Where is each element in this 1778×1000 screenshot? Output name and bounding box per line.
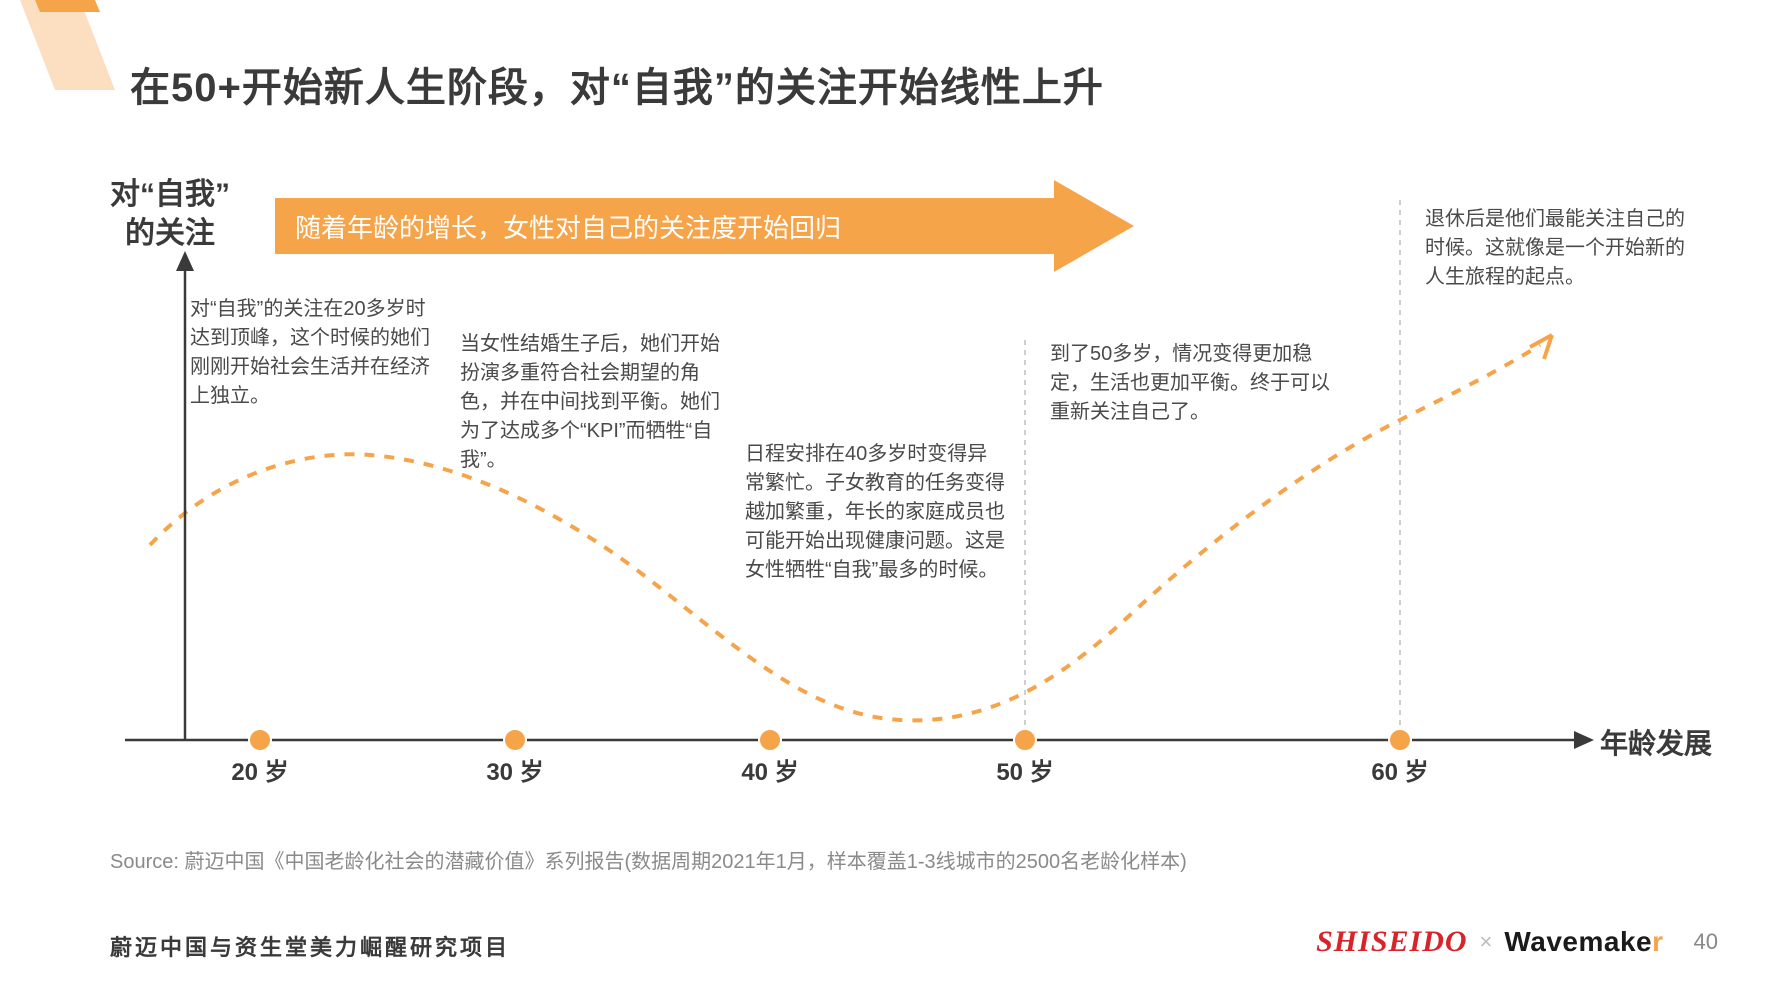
- tick-label: 60 岁: [1371, 758, 1428, 786]
- corner-accent: [0, 0, 120, 90]
- annotation-a40: 日程安排在40多岁时变得异常繁忙。子女教育的任务变得越加繁重，年长的家庭成员也可…: [745, 440, 1005, 585]
- brand-separator: ×: [1480, 929, 1493, 955]
- y-axis-arrow: [176, 251, 194, 271]
- guide-lines: [1025, 200, 1400, 740]
- curve-arrowhead: [1530, 335, 1552, 359]
- tick-label: 50 岁: [996, 758, 1053, 786]
- tick-dot: [759, 729, 781, 751]
- banner-arrowhead: [1054, 180, 1134, 272]
- y-axis-label-line2: 的关注: [110, 214, 230, 253]
- tick-dot: [249, 729, 271, 751]
- tick-label: 30 岁: [486, 758, 543, 786]
- annotation-a60: 退休后是他们最能关注自己的时候。这就像是一个开始新的人生旅程的起点。: [1425, 205, 1690, 292]
- tick-label: 40 岁: [741, 758, 798, 786]
- tick-dot: [1389, 729, 1411, 751]
- brand-wavemaker: Wavemaker: [1504, 926, 1663, 958]
- annotation-a30: 当女性结婚生子后，她们开始扮演多重符合社会期望的角色，并在中间找到平衡。她们为了…: [460, 330, 720, 475]
- footer-brands: SHISEIDO × Wavemaker 40: [1316, 925, 1718, 959]
- brand-wavemaker-accent: r: [1652, 926, 1663, 957]
- x-axis-arrow: [1574, 731, 1594, 749]
- banner-arrow: 随着年龄的增长，女性对自己的关注度开始回归: [275, 180, 1134, 272]
- annotation-a20: 对“自我”的关注在20多岁时达到顶峰，这个时候的她们刚刚开始社会生活并在经济上独…: [190, 295, 435, 411]
- footer-project: 蔚迈中国与资生堂美力崛醒研究项目: [110, 930, 510, 962]
- y-axis-label: 对“自我” 的关注: [110, 175, 230, 253]
- annotation-a50: 到了50多岁，情况变得更加稳定，生活也更加平衡。终于可以重新关注自己了。: [1050, 340, 1330, 427]
- slide: 在50+开始新人生阶段，对“自我”的关注开始线性上升 对“自我” 的关注 随着年…: [0, 0, 1778, 1000]
- brand-shiseido: SHISEIDO: [1316, 925, 1467, 959]
- page-title: 在50+开始新人生阶段，对“自我”的关注开始线性上升: [130, 55, 1104, 113]
- tick-dot: [1014, 729, 1036, 751]
- page-number: 40: [1694, 929, 1718, 955]
- x-ticks: 20 岁 30 岁 40 岁 50 岁 60 岁: [231, 729, 1428, 786]
- tick-dot: [504, 729, 526, 751]
- source-note: Source: 蔚迈中国《中国老龄化社会的潜藏价值》系列报告(数据周期2021年…: [110, 845, 1187, 874]
- banner-text: 随着年龄的增长，女性对自己的关注度开始回归: [275, 198, 1055, 254]
- tick-label: 20 岁: [231, 758, 288, 786]
- y-axis-label-line1: 对“自我”: [110, 175, 230, 214]
- x-axis-label: 年龄发展: [1600, 722, 1712, 762]
- brand-wavemaker-main: Wavemake: [1504, 926, 1652, 957]
